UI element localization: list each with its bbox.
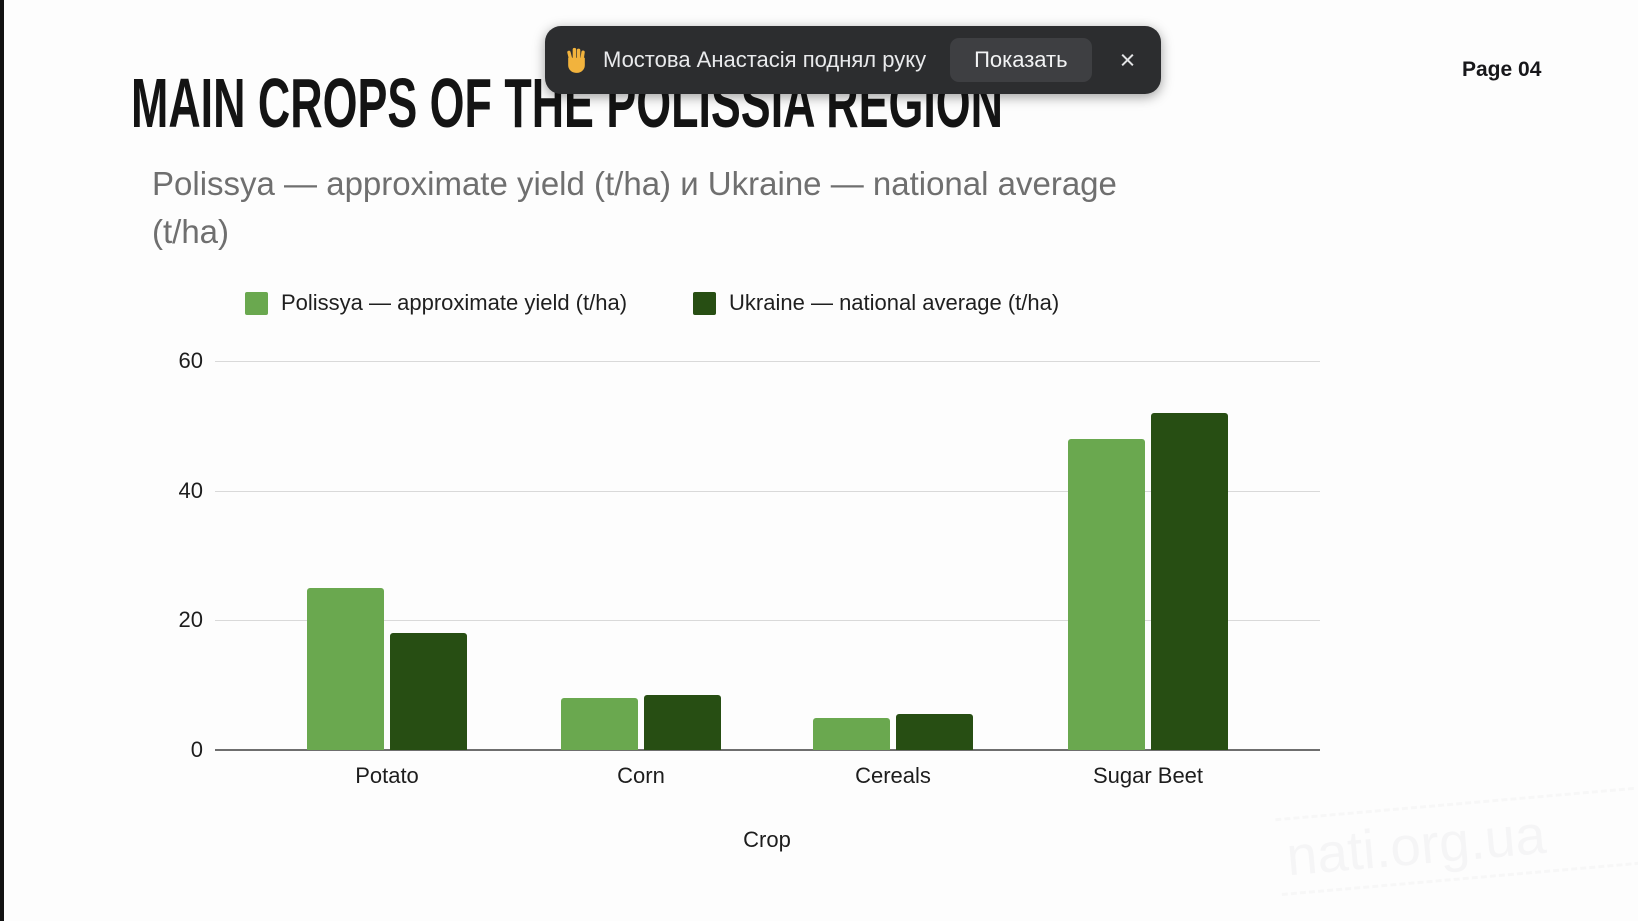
y-tick-label-40: 40 bbox=[178, 477, 203, 503]
x-axis-line bbox=[215, 749, 1320, 751]
page-number: Page 04 bbox=[1462, 58, 1542, 81]
chart-legend: Polissya — approximate yield (t/ha) Ukra… bbox=[245, 290, 1059, 316]
bar-polissya-potato bbox=[307, 588, 384, 750]
x-axis-title: Crop bbox=[743, 827, 791, 852]
category-label-sugar-beet: Sugar Beet bbox=[1092, 763, 1204, 788]
bar-ukraine-potato bbox=[390, 633, 467, 750]
left-edge-strip bbox=[0, 0, 4, 921]
bar-polissya-cereals bbox=[813, 718, 890, 750]
legend-item-polissya: Polissya — approximate yield (t/ha) bbox=[245, 290, 627, 316]
category-label-cereals: Cereals bbox=[855, 763, 931, 788]
y-tick-label-0: 0 bbox=[190, 737, 203, 762]
bar-polissya-corn bbox=[561, 698, 638, 750]
bar-polissya-sugar-beet bbox=[1068, 439, 1145, 750]
legend-swatch-polissya bbox=[245, 291, 268, 315]
watermark: nati.org.ua bbox=[1275, 786, 1638, 896]
bar-ukraine-sugar-beet bbox=[1151, 413, 1228, 750]
close-icon[interactable]: × bbox=[1114, 45, 1142, 76]
y-tick-label-20: 20 bbox=[178, 607, 203, 633]
chart-subtitle: Polissya — approximate yield (t/ha) и Uk… bbox=[152, 165, 1117, 251]
raised-hand-icon bbox=[563, 47, 590, 74]
toast-message: Мостова Анастасія поднял руку bbox=[603, 47, 927, 72]
gridline-60 bbox=[215, 361, 1320, 362]
legend-swatch-ukraine bbox=[693, 291, 717, 315]
show-button[interactable]: Показать bbox=[950, 38, 1092, 82]
gridline-40 bbox=[215, 490, 1320, 492]
legend-label-ukraine: Ukraine — national average (t/ha) bbox=[729, 290, 1060, 315]
hand-raise-toast: Мостова Анастасія поднял руку Показать × bbox=[545, 26, 1162, 94]
bar-ukraine-corn bbox=[644, 695, 721, 750]
legend-item-ukraine: Ukraine — national average (t/ha) bbox=[693, 290, 1059, 316]
y-tick-label-60: 60 bbox=[178, 348, 203, 373]
legend-label-polissya: Polissya — approximate yield (t/ha) bbox=[281, 290, 628, 315]
category-label-corn: Corn bbox=[617, 763, 665, 788]
category-label-potato: Potato bbox=[355, 763, 419, 788]
gridline-20 bbox=[215, 620, 1320, 622]
bar-ukraine-cereals bbox=[896, 714, 973, 750]
